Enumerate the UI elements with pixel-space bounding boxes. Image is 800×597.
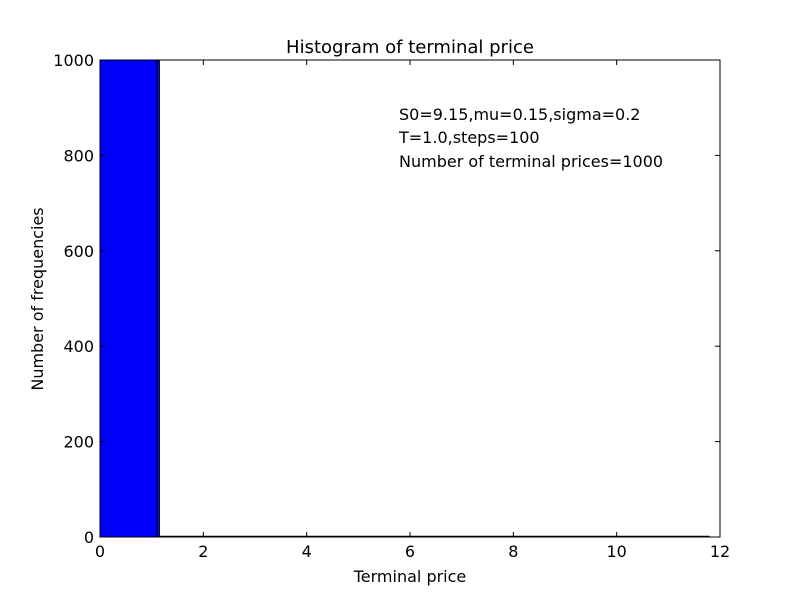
y-tick-label: 400 — [63, 337, 94, 356]
y-tick-label: 1000 — [53, 51, 94, 70]
histogram-bar — [99, 59, 158, 538]
x-tick-label: 12 — [710, 542, 730, 561]
annotation-params: S0=9.15,mu=0.15,sigma=0.2 — [399, 105, 640, 124]
x-axis-label: Terminal price — [353, 567, 467, 586]
x-tick-label: 10 — [606, 542, 626, 561]
y-tick-label: 600 — [63, 242, 94, 261]
x-tick-label: 6 — [405, 542, 415, 561]
x-tick-label: 8 — [508, 542, 518, 561]
chart-title: Histogram of terminal price — [286, 37, 534, 58]
y-tick-label: 200 — [63, 433, 94, 452]
y-tick-label: 0 — [84, 528, 94, 547]
x-tick-label: 0 — [95, 542, 105, 561]
y-axis-ticks: 0 200 400 600 800 1000 — [53, 51, 720, 547]
y-axis-label: Number of frequencies — [28, 207, 47, 390]
annotation-time-steps: T=1.0,steps=100 — [398, 128, 540, 147]
bars-layer — [99, 59, 710, 538]
x-axis-ticks: 0 2 4 6 8 10 12 — [95, 60, 730, 561]
histogram-bar — [156, 59, 160, 538]
x-tick-label: 2 — [198, 542, 208, 561]
y-tick-label: 800 — [63, 146, 94, 165]
x-tick-label: 4 — [302, 542, 312, 561]
annotation-count: Number of terminal prices=1000 — [399, 152, 663, 171]
